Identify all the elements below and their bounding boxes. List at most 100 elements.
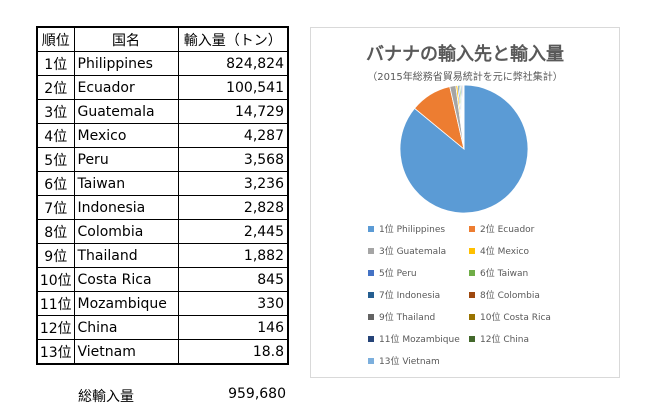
chart-title: バナナの輸入先と輸入量 bbox=[366, 44, 564, 65]
legend-label: 7位 Indonesia bbox=[379, 291, 441, 301]
legend-label: 6位 Taiwan bbox=[480, 269, 529, 279]
legend-label: 3位 Guatemala bbox=[379, 247, 447, 257]
rank-cell: 11位 bbox=[36, 291, 75, 316]
legend-label: 4位 Mexico bbox=[480, 247, 530, 257]
imports-cell: 330 bbox=[177, 291, 289, 316]
table-row: 4位 Mexico 4,287 bbox=[36, 123, 289, 148]
imports-cell: 2,828 bbox=[177, 195, 289, 220]
legend-label: 2位 Ecuador bbox=[480, 225, 535, 235]
rank-cell: 6位 bbox=[36, 171, 75, 196]
total-imports-label: 総輸入量 bbox=[78, 389, 134, 405]
country-cell: Vietnam bbox=[73, 339, 179, 365]
country-cell: Colombia bbox=[73, 219, 179, 244]
table-row: 13位 Vietnam 18.8 bbox=[36, 339, 289, 365]
table-row: 1位 Philippines 824,824 bbox=[36, 51, 289, 76]
header-imports: 輸入量（トン） bbox=[177, 26, 289, 52]
rank-cell: 4位 bbox=[36, 123, 75, 148]
legend-swatch bbox=[469, 335, 475, 342]
rank-cell: 8位 bbox=[36, 219, 75, 244]
legend-item: 7位 Indonesia bbox=[368, 288, 440, 301]
legend-swatch bbox=[368, 357, 374, 364]
legend-label: 1位 Philippines bbox=[379, 225, 446, 235]
country-cell: Indonesia bbox=[73, 195, 179, 220]
legend-label: 10位 Costa Rica bbox=[480, 313, 551, 323]
rank-cell: 2位 bbox=[36, 75, 75, 100]
rank-cell: 10位 bbox=[36, 267, 75, 292]
legend-item: 6位 Taiwan bbox=[469, 266, 528, 279]
imports-cell: 1,882 bbox=[177, 243, 289, 268]
table-row: 12位 China 146 bbox=[36, 315, 289, 340]
legend-item: 5位 Peru bbox=[368, 266, 417, 279]
legend-item: 13位 Vietnam bbox=[368, 354, 440, 367]
rank-cell: 1位 bbox=[36, 51, 75, 76]
legend-swatch bbox=[368, 225, 374, 232]
legend-swatch bbox=[469, 291, 475, 298]
legend-item: 2位 Ecuador bbox=[469, 222, 534, 235]
country-cell: Mexico bbox=[73, 123, 179, 148]
country-cell: China bbox=[73, 315, 179, 340]
rank-cell: 12位 bbox=[36, 315, 75, 340]
country-cell: Guatemala bbox=[73, 99, 179, 124]
legend-swatch bbox=[368, 247, 374, 254]
table-row: 7位 Indonesia 2,828 bbox=[36, 195, 289, 220]
legend-swatch bbox=[368, 313, 374, 320]
rank-cell: 9位 bbox=[36, 243, 75, 268]
table-header-row: 順位 国名 輸入量（トン） bbox=[36, 26, 289, 52]
legend-label: 12位 China bbox=[480, 335, 530, 345]
legend-label: 8位 Colombia bbox=[480, 291, 540, 301]
legend-item: 1位 Philippines bbox=[368, 222, 445, 235]
country-cell: Philippines bbox=[73, 51, 179, 76]
country-cell: Mozambique bbox=[73, 291, 179, 316]
country-cell: Taiwan bbox=[73, 171, 179, 196]
table-row: 9位 Thailand 1,882 bbox=[36, 243, 289, 268]
legend-item: 11位 Mozambique bbox=[368, 332, 460, 345]
rank-cell: 3位 bbox=[36, 99, 75, 124]
legend-label: 11位 Mozambique bbox=[379, 335, 460, 345]
legend-item: 8位 Colombia bbox=[469, 288, 540, 301]
country-cell: Peru bbox=[73, 147, 179, 172]
imports-cell: 3,568 bbox=[177, 147, 289, 172]
legend-item: 9位 Thailand bbox=[368, 310, 435, 323]
table-body: 1位 Philippines 824,824 2位 Ecuador 100,541 3位 Gu… bbox=[36, 51, 289, 365]
table-row: 8位 Colombia 2,445 bbox=[36, 219, 289, 244]
pie-chart bbox=[399, 84, 529, 214]
table-row: 5位 Peru 3,568 bbox=[36, 147, 289, 172]
legend-label: 5位 Peru bbox=[379, 269, 417, 279]
country-cell: Ecuador bbox=[73, 75, 179, 100]
table-row: 2位 Ecuador 100,541 bbox=[36, 75, 289, 100]
header-country: 国名 bbox=[73, 26, 179, 52]
legend-item: 12位 China bbox=[469, 332, 529, 345]
imports-cell: 14,729 bbox=[177, 99, 289, 124]
imports-cell: 146 bbox=[177, 315, 289, 340]
legend-swatch bbox=[469, 247, 475, 254]
table-row: 11位 Mozambique 330 bbox=[36, 291, 289, 316]
rank-cell: 13位 bbox=[36, 339, 75, 365]
legend-swatch bbox=[368, 291, 374, 298]
total-imports-value: 959,680 bbox=[228, 386, 286, 402]
table-row: 6位 Taiwan 3,236 bbox=[36, 171, 289, 196]
country-cell: Costa Rica bbox=[73, 267, 179, 292]
legend-item: 4位 Mexico bbox=[469, 244, 529, 257]
legend-label: 13位 Vietnam bbox=[379, 357, 440, 367]
rank-cell: 5位 bbox=[36, 147, 75, 172]
chart-subtitle: （2015年総務省貿易統計を元に弊社集計） bbox=[367, 72, 563, 83]
legend-item: 10位 Costa Rica bbox=[469, 310, 551, 323]
header-rank: 順位 bbox=[36, 26, 75, 52]
imports-cell: 3,236 bbox=[177, 171, 289, 196]
legend-swatch bbox=[469, 269, 475, 276]
pie-chart-panel[interactable]: バナナの輸入先と輸入量 （2015年総務省貿易統計を元に弊社集計） 1位 Phi… bbox=[310, 27, 620, 378]
imports-cell: 824,824 bbox=[177, 51, 289, 76]
country-cell: Thailand bbox=[73, 243, 179, 268]
table-row: 3位 Guatemala 14,729 bbox=[36, 99, 289, 124]
imports-cell: 100,541 bbox=[177, 75, 289, 100]
rank-cell: 7位 bbox=[36, 195, 75, 220]
imports-cell: 845 bbox=[177, 267, 289, 292]
legend-label: 9位 Thailand bbox=[379, 313, 436, 323]
legend-swatch bbox=[469, 225, 475, 232]
imports-cell: 18.8 bbox=[177, 339, 289, 365]
legend-swatch bbox=[368, 269, 374, 276]
legend-swatch bbox=[368, 335, 374, 342]
legend-item: 3位 Guatemala bbox=[368, 244, 446, 257]
import-table: 順位 国名 輸入量（トン） 1位 Philippines 824,824 2位 Ecua… bbox=[36, 26, 289, 365]
table-row: 10位 Costa Rica 845 bbox=[36, 267, 289, 292]
